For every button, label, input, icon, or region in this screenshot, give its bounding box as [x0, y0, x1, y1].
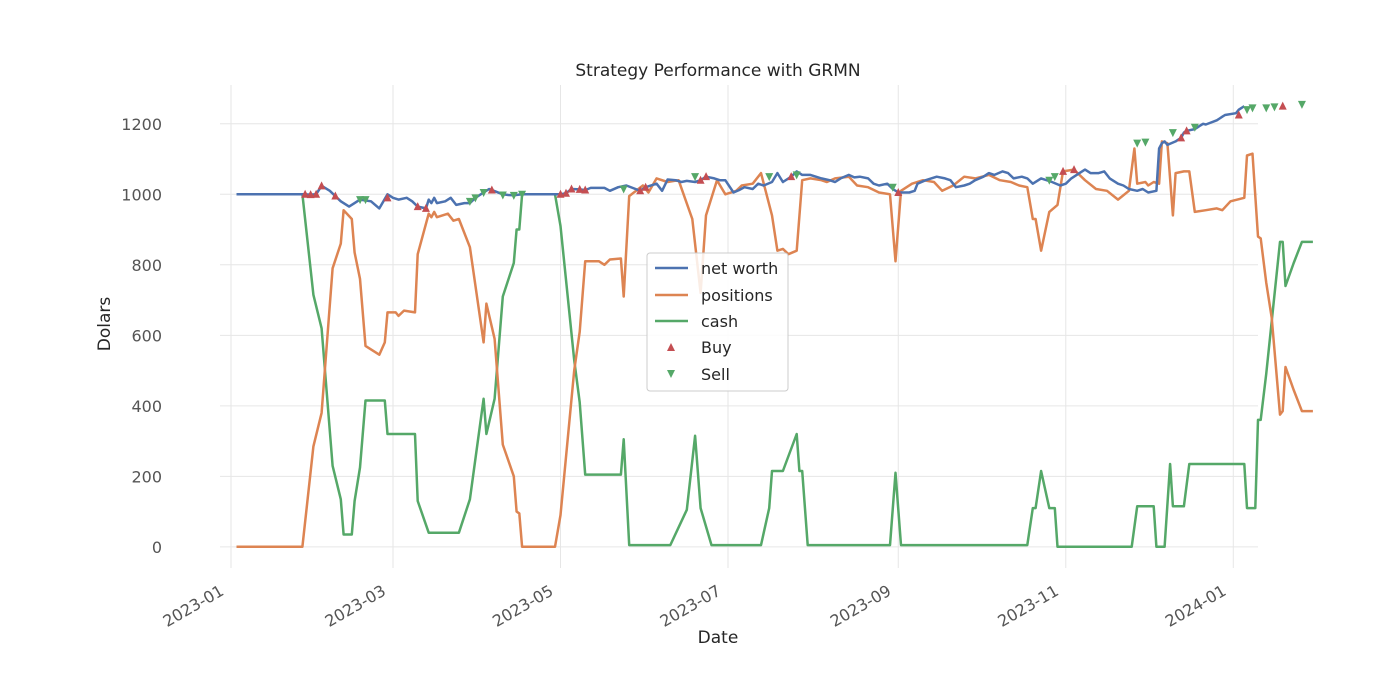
- sell-marker: [691, 173, 700, 182]
- sell-marker: [498, 191, 507, 200]
- sell-marker: [518, 190, 527, 199]
- sell-marker: [1262, 104, 1271, 113]
- buy-marker: [581, 185, 590, 194]
- sell-marker: [1141, 138, 1150, 147]
- legend-positions-label: positions: [701, 286, 773, 305]
- sell-marker: [792, 171, 801, 180]
- sell-marker: [1133, 139, 1142, 148]
- sell-marker: [356, 196, 365, 205]
- legend: net worth positions cash Buy Sell: [646, 252, 789, 392]
- buy-marker: [575, 184, 584, 193]
- buy-marker: [383, 193, 392, 202]
- cash-line: [236, 193, 1313, 549]
- buy-marker: [1070, 165, 1079, 174]
- sell-marker: [1243, 106, 1252, 115]
- sell-marker: [1270, 103, 1279, 112]
- buy-marker: [1059, 166, 1068, 175]
- sell-marker: [1045, 176, 1054, 185]
- sell-marker: [1050, 173, 1059, 182]
- buy-marker: [1234, 110, 1243, 119]
- legend-sell-label: Sell: [701, 365, 730, 384]
- buy-marker: [306, 190, 315, 199]
- sell-marker: [888, 183, 897, 192]
- buy-marker: [702, 172, 711, 181]
- y-axis-label: Dolars: [95, 297, 115, 352]
- sell-marker: [765, 173, 774, 182]
- legend-buy-label: Buy: [701, 338, 732, 357]
- buy-marker: [1177, 133, 1186, 142]
- sell-marker: [1248, 104, 1257, 113]
- buy-marker: [487, 185, 496, 194]
- sell-marker: [471, 194, 480, 203]
- y-tick-label: 800: [131, 256, 162, 275]
- buy-marker: [696, 175, 705, 184]
- legend-box: [646, 252, 789, 392]
- buy-marker: [317, 181, 326, 190]
- y-tick-label: 200: [131, 467, 162, 486]
- legend-buy-marker-icon: [667, 343, 675, 351]
- trade-markers: [301, 100, 1306, 212]
- buy-marker: [562, 188, 570, 197]
- buy-marker: [331, 191, 340, 200]
- buy-marker: [567, 184, 576, 193]
- series-group: [236, 105, 1313, 549]
- y-tick-label: 400: [131, 397, 162, 416]
- sell-marker: [619, 185, 628, 194]
- buy-marker: [1278, 101, 1287, 110]
- legend-sell-marker-icon: [667, 370, 675, 378]
- sell-marker: [361, 196, 370, 205]
- sell-marker: [465, 197, 474, 206]
- buy-marker: [312, 189, 321, 198]
- chart-title: Strategy Performance with GRMN: [575, 61, 860, 81]
- y-tick-label: 600: [131, 326, 162, 345]
- legend-cash-label: cash: [701, 312, 738, 331]
- sell-marker: [1190, 123, 1199, 132]
- x-axis-label: Date: [698, 628, 739, 648]
- y-tick-label: 0: [152, 538, 162, 557]
- buy-marker: [787, 172, 796, 181]
- net-worth-line: [236, 105, 1245, 210]
- buy-marker: [413, 202, 422, 211]
- legend-net-worth-label: net worth: [701, 259, 778, 278]
- sell-marker: [509, 191, 518, 200]
- buy-marker: [1182, 126, 1191, 135]
- buy-marker: [636, 186, 645, 195]
- buy-marker: [301, 189, 310, 198]
- y-tick-label: 1200: [121, 115, 162, 134]
- buy-marker: [894, 188, 903, 197]
- y-tick-label: 1000: [121, 185, 162, 204]
- buy-marker: [421, 203, 430, 212]
- buy-marker: [641, 182, 650, 191]
- sell-marker: [1297, 100, 1306, 109]
- sell-marker: [479, 189, 488, 198]
- sell-marker: [1168, 129, 1177, 138]
